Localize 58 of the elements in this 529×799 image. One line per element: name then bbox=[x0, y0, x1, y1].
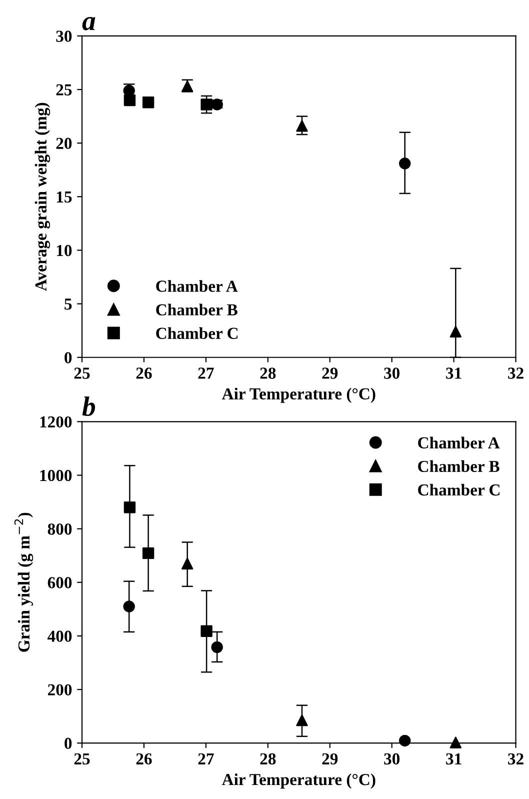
point bbox=[399, 158, 411, 170]
x-tick-label: 30 bbox=[384, 368, 400, 379]
point bbox=[142, 96, 154, 108]
point bbox=[211, 98, 223, 110]
y-axis-title: Average grain weight (mg) bbox=[34, 102, 50, 291]
y-axis-title: Grain yield (g m$^{−2}$) bbox=[14, 512, 34, 652]
y-tick-label: 25 bbox=[56, 84, 72, 96]
point bbox=[124, 94, 136, 106]
x-tick-label: 31 bbox=[446, 368, 462, 379]
y-tick-label: 10 bbox=[56, 244, 72, 256]
x-tick-label: 25 bbox=[74, 753, 90, 765]
x-axis-title: Air Temperature (°C) bbox=[222, 773, 376, 789]
point bbox=[296, 120, 308, 132]
x-tick-label: 27 bbox=[198, 753, 214, 764]
point bbox=[399, 734, 411, 747]
point bbox=[181, 558, 194, 570]
y-tick-label: 20 bbox=[56, 138, 72, 150]
point bbox=[296, 714, 308, 726]
y-tick-label: 1200 bbox=[40, 416, 72, 428]
legend-label: Chamber C bbox=[156, 327, 238, 339]
legend-label: Chamber B bbox=[156, 304, 238, 316]
point bbox=[123, 600, 135, 612]
y-tick-label: 15 bbox=[56, 191, 72, 203]
x-tick-label: 26 bbox=[136, 368, 152, 379]
x-tick-label: 26 bbox=[136, 753, 152, 765]
legend-label: Chamber A bbox=[156, 280, 238, 292]
x-tick-label: 32 bbox=[508, 753, 524, 765]
point bbox=[211, 641, 223, 654]
y-tick-label: 5 bbox=[64, 298, 72, 310]
x-tick-label: 25 bbox=[74, 368, 90, 379]
point bbox=[142, 547, 154, 560]
y-tick-label: 600 bbox=[48, 577, 72, 588]
x-tick-label: 28 bbox=[260, 368, 276, 379]
point bbox=[450, 736, 462, 748]
y-tick-label: 200 bbox=[48, 684, 72, 696]
chart-title: a bbox=[82, 16, 96, 30]
x-tick-label: 27 bbox=[198, 368, 214, 379]
y-tick-label: 400 bbox=[48, 630, 72, 642]
legend-label: Chamber C bbox=[418, 484, 500, 496]
point bbox=[450, 326, 462, 338]
y-tick-label: 0 bbox=[64, 738, 72, 750]
point bbox=[200, 625, 212, 637]
legend-label: Chamber B bbox=[418, 460, 500, 472]
point bbox=[200, 98, 212, 110]
y-tick-label: 1000 bbox=[40, 470, 72, 482]
x-tick-label: 28 bbox=[260, 753, 276, 765]
x-axis-title: Air Temperature (°C) bbox=[222, 388, 376, 403]
legend-label: Chamber A bbox=[418, 436, 500, 448]
x-tick-label: 31 bbox=[446, 753, 462, 765]
y-tick-label: 0 bbox=[64, 352, 72, 364]
x-tick-label: 32 bbox=[508, 368, 524, 379]
y-tick-label: 30 bbox=[56, 30, 72, 42]
x-tick-label: 29 bbox=[322, 753, 338, 765]
chart-title: b bbox=[82, 396, 96, 416]
y-tick-label: 800 bbox=[48, 523, 72, 535]
x-tick-label: 29 bbox=[322, 368, 338, 379]
x-tick-label: 30 bbox=[384, 753, 400, 765]
point bbox=[124, 502, 136, 514]
